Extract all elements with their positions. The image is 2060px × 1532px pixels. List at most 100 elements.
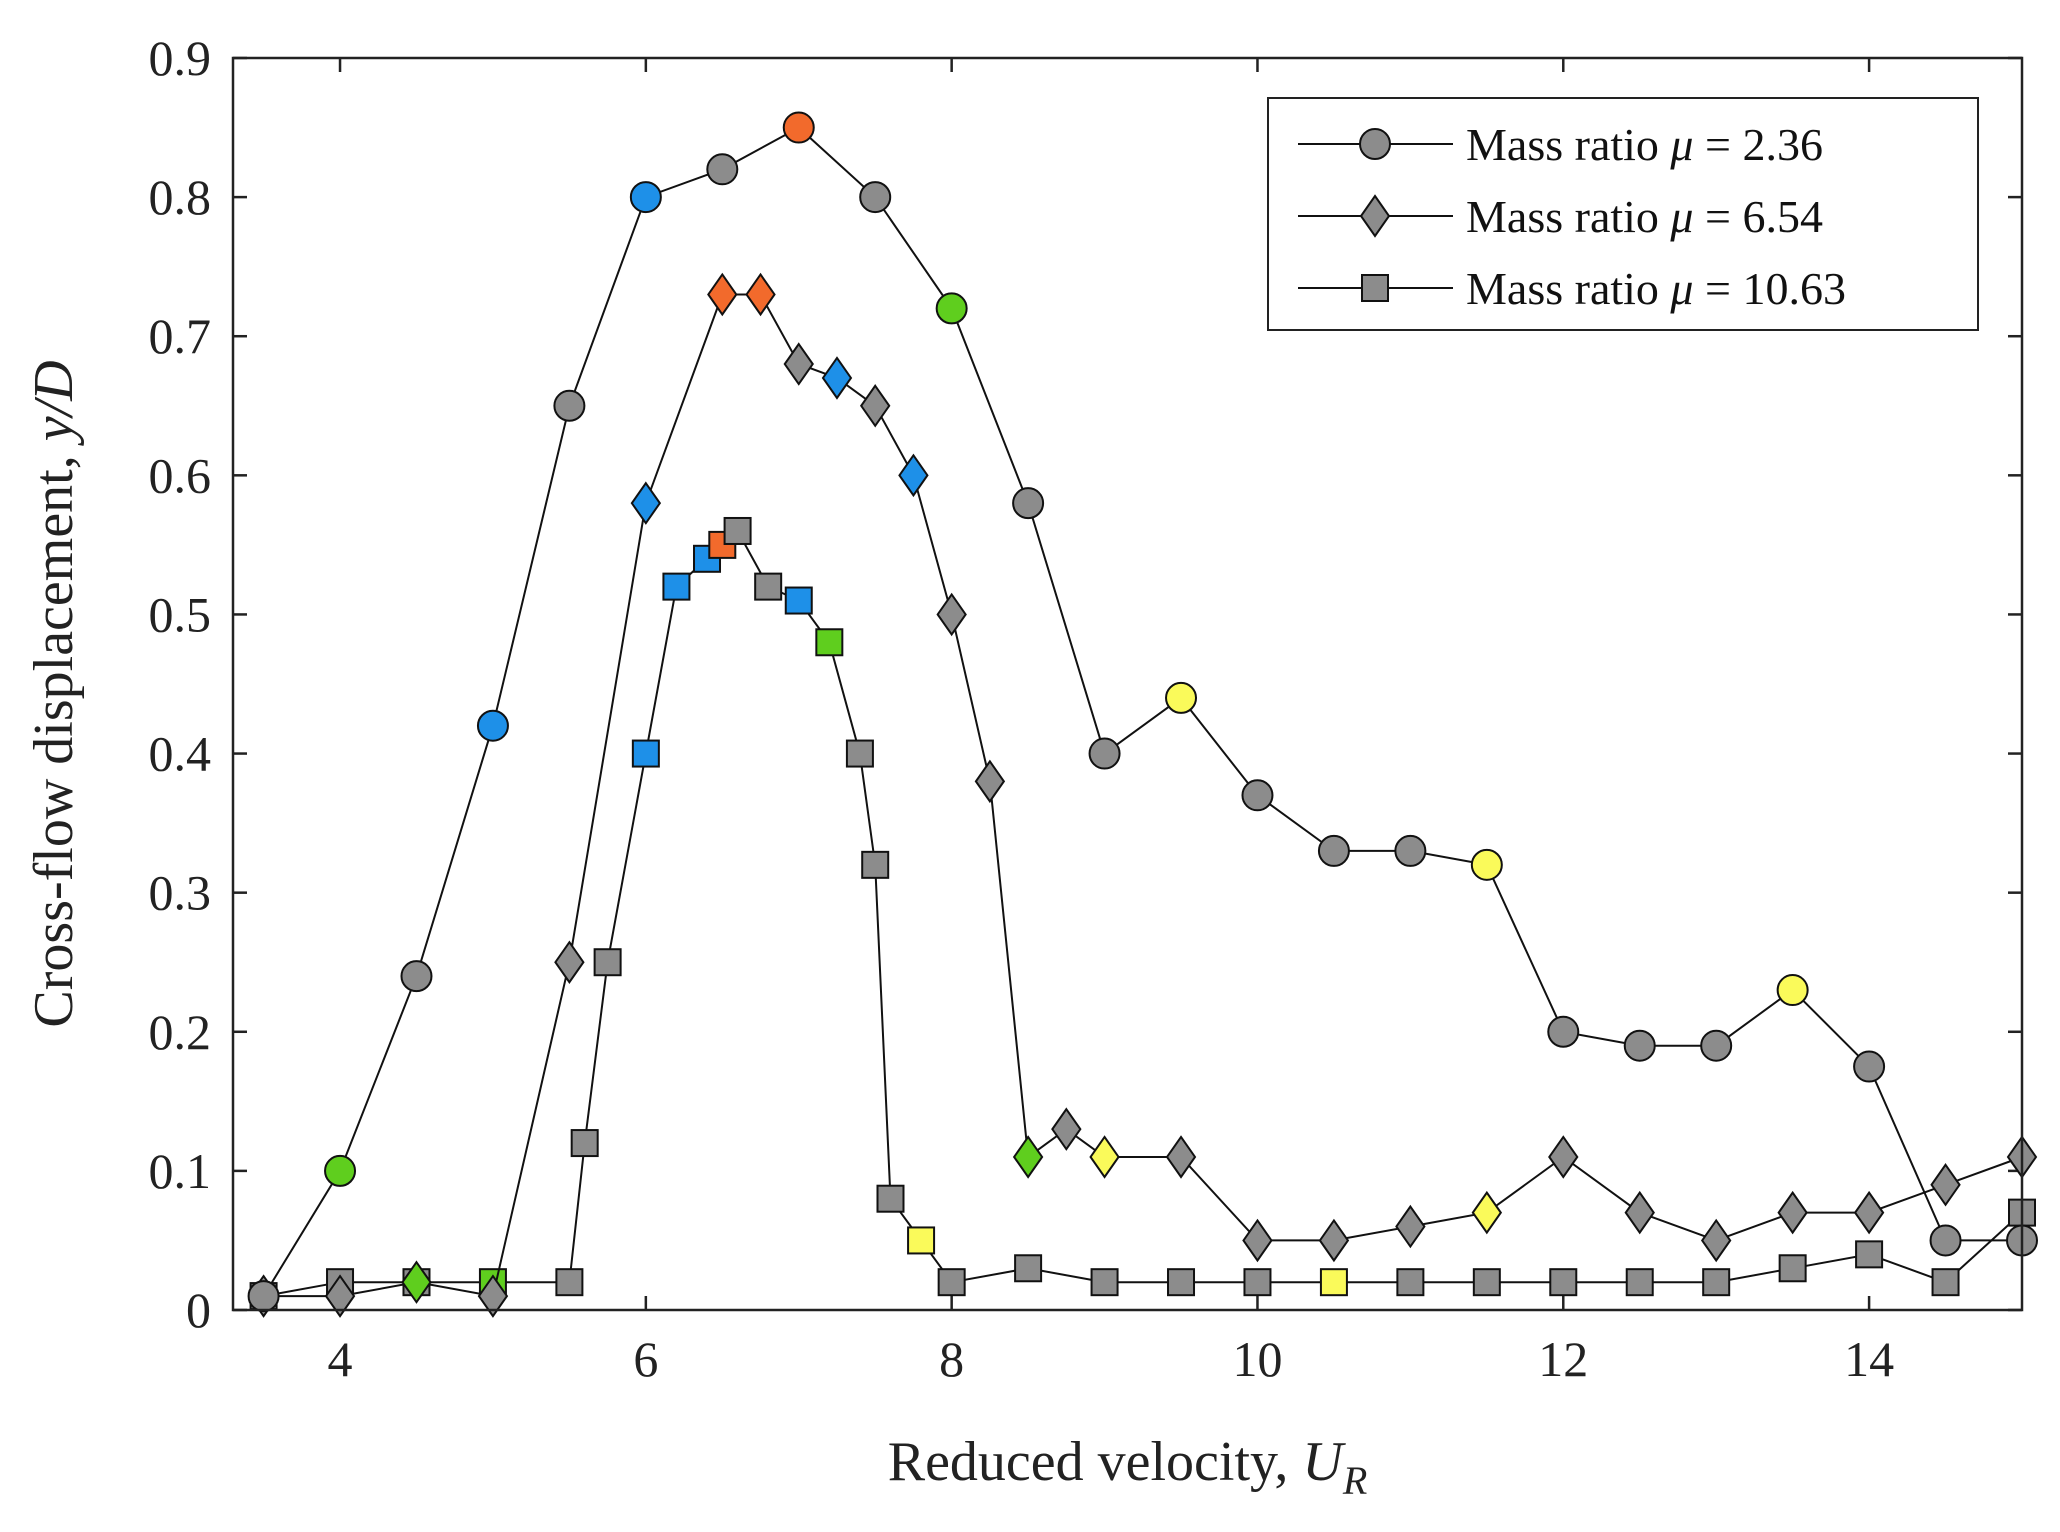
series-square [249,516,2036,1311]
data-point-square [845,739,874,768]
data-point-circle [1700,1029,1733,1062]
legend-marker-circle [1359,128,1391,160]
data-point-square [631,739,660,768]
data-point-circle [1088,737,1121,770]
data-point-diamond [974,759,1006,804]
data-point-square [937,1268,966,1297]
data-point-circle [1317,834,1350,867]
data-point-circle [324,1154,357,1187]
x-axis-label-prefix: Reduced velocity, [888,1431,1303,1493]
data-point-diamond [898,453,929,498]
legend-label: Mass ratio μ = 2.36 [1466,119,1823,170]
data-point-diamond [1395,1204,1426,1249]
x-axis-label: Reduced velocity, UR [888,1431,1368,1503]
series-circle [247,111,2038,1313]
y-tick-label: 0.8 [149,169,212,225]
data-point-diamond [936,592,967,637]
data-point-diamond [1853,1190,1885,1235]
data-point-diamond [554,940,585,984]
data-point-square [1931,1268,1960,1297]
data-point-circle [782,111,815,144]
x-tick-label: 10 [1232,1331,1282,1387]
data-point-circle [706,153,739,186]
legend-label: Mass ratio μ = 10.63 [1466,263,1846,314]
data-point-square [1472,1268,1501,1297]
data-point-circle [1776,974,1809,1007]
data-point-circle [1012,487,1045,520]
x-axis-label-sub: R [1342,1458,1367,1503]
data-point-circle [553,389,586,422]
data-point-circle [1623,1029,1656,1062]
y-tick-label: 0.7 [149,308,212,364]
data-point-square [1855,1240,1884,1269]
data-point-circle [400,960,433,993]
data-point-square [1625,1268,1654,1297]
data-point-diamond [324,1274,356,1318]
data-point-square [1702,1268,1731,1297]
legend-items: Mass ratio μ = 2.36 Mass ratio μ = 6.54 Ma… [1298,119,1846,314]
legend-item: Mass ratio μ = 6.54 [1298,191,1823,242]
data-point-diamond [859,384,891,428]
legend-item: Mass ratio μ = 2.36 [1298,119,1823,170]
data-point-square [784,586,813,615]
data-point-diamond [1318,1218,1350,1263]
x-tick-label: 8 [939,1331,964,1387]
data-point-square [1014,1254,1043,1283]
legend-marker-diamond [1359,194,1391,238]
data-point-diamond [1051,1107,1082,1151]
data-point-diamond [630,481,662,525]
y-tick-label: 0.9 [149,30,212,86]
y-tick-label: 0 [186,1282,211,1338]
data-point-diamond [1165,1135,1197,1179]
data-point-diamond [1242,1218,1273,1263]
y-tick-label: 0.2 [149,1004,212,1060]
data-point-diamond [1089,1135,1120,1179]
y-tick-label: 0.6 [149,447,212,503]
y-axis-label: Cross-flow displacement, y/D [23,360,85,1027]
data-point-diamond [401,1260,432,1304]
x-tick-label: 14 [1844,1331,1894,1387]
legend-item: Mass ratio μ = 10.63 [1298,263,1846,314]
data-point-circle [629,181,662,214]
y-tick-label: 0.5 [149,586,212,642]
x-tick-label: 4 [328,1331,353,1387]
data-point-square [593,948,622,977]
legend: Mass ratio μ = 2.36 Mass ratio μ = 6.54 Ma… [1267,97,1979,331]
data-point-square [1549,1268,1578,1297]
x-tick-label: 12 [1538,1331,1588,1387]
y-tick-label: 0.3 [149,865,212,921]
data-point-square [1396,1268,1425,1297]
legend-label: Mass ratio μ = 6.54 [1466,191,1823,242]
data-point-circle [1853,1050,1886,1083]
data-point-square [662,572,691,601]
data-point-square [723,516,752,545]
data-point-square [1167,1268,1196,1297]
ticks-layer: 4 6 8 10 12 14 0 0.1 0.2 0.3 0.4 0.5 0.6 0.7 0.8 0.9 [149,30,2022,1387]
data-point-circle [1241,779,1274,812]
data-point-square [815,628,844,657]
data-point-square [861,850,890,879]
data-point-diamond [821,356,853,400]
y-axis-label-var: y/D [23,360,85,446]
series-diamond [248,272,2038,1318]
data-point-circle [1470,848,1503,881]
data-point-square [907,1226,936,1255]
data-point-square [1778,1254,1807,1283]
data-point-diamond [1012,1135,1044,1179]
data-point-circle [1929,1224,1962,1257]
data-point-square [570,1129,599,1158]
x-tick-label: 6 [633,1331,658,1387]
data-point-circle [935,292,968,325]
data-point-circle [1165,681,1198,714]
y-tick-label: 0.4 [149,726,212,782]
data-point-square [555,1268,584,1297]
data-point-circle [859,181,892,214]
data-point-circle [1547,1015,1580,1048]
data-point-diamond [1777,1190,1808,1235]
x-axis-label-var: U [1302,1431,1346,1493]
data-point-circle [476,709,509,742]
data-point-diamond [745,272,776,317]
data-point-diamond [1930,1163,1961,1207]
data-point-square [1243,1268,1272,1297]
